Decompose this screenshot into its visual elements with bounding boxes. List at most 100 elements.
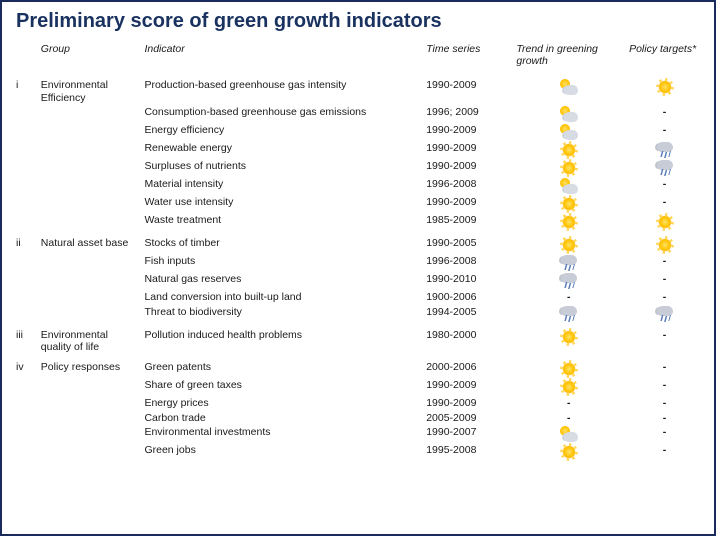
row-time: 1990-2007 <box>422 425 512 443</box>
table-row: Environmental investments1990-2007- <box>12 425 704 443</box>
row-num: iv <box>12 355 37 378</box>
dash-icon: - <box>663 397 667 409</box>
table-row: Renewable energy1990-2009 <box>12 141 704 159</box>
rain-icon <box>656 306 674 322</box>
table-body: iEnvironmental EfficiencyProduction-base… <box>12 73 704 461</box>
row-trend <box>512 123 625 141</box>
row-policy: - <box>625 195 704 213</box>
row-group <box>37 213 141 231</box>
row-policy <box>625 305 704 323</box>
row-group: Environmental Efficiency <box>37 73 141 105</box>
row-time: 1996-2008 <box>422 254 512 272</box>
dash-icon: - <box>663 106 667 118</box>
row-group <box>37 123 141 141</box>
sun-icon <box>560 142 578 158</box>
row-indicator: Material intensity <box>140 177 422 195</box>
row-group <box>37 177 141 195</box>
sun-icon <box>560 379 578 395</box>
sun-icon <box>560 214 578 230</box>
row-policy: - <box>625 411 704 426</box>
table-row: Natural gas reserves1990-2010- <box>12 272 704 290</box>
row-time: 1990-2009 <box>422 378 512 396</box>
row-indicator: Production-based greenhouse gas intensit… <box>140 73 422 105</box>
row-time: 1990-2010 <box>422 272 512 290</box>
sun-icon <box>560 237 578 253</box>
row-num <box>12 213 37 231</box>
row-group <box>37 425 141 443</box>
sun-icon <box>656 214 674 230</box>
row-trend <box>512 177 625 195</box>
row-time: 2005-2009 <box>422 411 512 426</box>
row-time: 1994-2005 <box>422 305 512 323</box>
indicators-table: Group Indicator Time series Trend in gre… <box>12 41 704 461</box>
row-trend <box>512 73 625 105</box>
row-num <box>12 123 37 141</box>
partly-cloudy-icon <box>560 79 578 95</box>
row-num <box>12 305 37 323</box>
dash-icon: - <box>663 124 667 136</box>
row-group: Environmental quality of life <box>37 323 141 355</box>
row-time: 1996; 2009 <box>422 105 512 123</box>
row-group <box>37 411 141 426</box>
row-group: Natural asset base <box>37 231 141 254</box>
row-policy: - <box>625 425 704 443</box>
row-trend <box>512 355 625 378</box>
row-num <box>12 159 37 177</box>
row-trend <box>512 141 625 159</box>
row-num <box>12 290 37 305</box>
dash-icon: - <box>567 397 571 409</box>
table-row: Threat to biodiversity1994-2005 <box>12 305 704 323</box>
table-row: Material intensity1996-2008 - <box>12 177 704 195</box>
rain-icon <box>560 273 578 289</box>
row-num <box>12 105 37 123</box>
row-num <box>12 411 37 426</box>
row-time: 1990-2009 <box>422 73 512 105</box>
row-trend <box>512 305 625 323</box>
row-trend <box>512 272 625 290</box>
sun-icon <box>656 79 674 95</box>
col-header-time: Time series <box>422 41 512 73</box>
dash-icon: - <box>663 273 667 285</box>
row-group <box>37 195 141 213</box>
table-row: Surpluses of nutrients1990-2009 <box>12 159 704 177</box>
row-indicator: Waste treatment <box>140 213 422 231</box>
row-group <box>37 443 141 461</box>
table-row: Energy prices1990-2009-- <box>12 396 704 411</box>
table-row: Carbon trade2005-2009-- <box>12 411 704 426</box>
dash-icon: - <box>663 178 667 190</box>
row-indicator: Share of green taxes <box>140 378 422 396</box>
row-trend <box>512 254 625 272</box>
dash-icon: - <box>663 291 667 303</box>
partly-cloudy-icon <box>560 124 578 140</box>
table-header-row: Group Indicator Time series Trend in gre… <box>12 41 704 73</box>
row-time: 1990-2005 <box>422 231 512 254</box>
col-header-group: Group <box>37 41 141 73</box>
row-policy: - <box>625 290 704 305</box>
row-group <box>37 159 141 177</box>
table-row: Energy efficiency1990-2009- <box>12 123 704 141</box>
table-row: ivPolicy responsesGreen patents2000-2006… <box>12 355 704 378</box>
row-num: ii <box>12 231 37 254</box>
row-num <box>12 425 37 443</box>
row-group <box>37 305 141 323</box>
col-header-indicator: Indicator <box>140 41 422 73</box>
row-policy <box>625 141 704 159</box>
row-policy: - <box>625 323 704 355</box>
row-num <box>12 443 37 461</box>
row-num <box>12 396 37 411</box>
table-row: iEnvironmental EfficiencyProduction-base… <box>12 73 704 105</box>
row-trend <box>512 213 625 231</box>
row-indicator: Green jobs <box>140 443 422 461</box>
row-time: 1996-2008 <box>422 177 512 195</box>
table-row: Waste treatment1985-2009 <box>12 213 704 231</box>
row-time: 1980-2000 <box>422 323 512 355</box>
table-row: Water use intensity1990-2009- <box>12 195 704 213</box>
row-policy <box>625 159 704 177</box>
row-indicator: Renewable energy <box>140 141 422 159</box>
dash-icon: - <box>663 361 667 373</box>
row-num <box>12 254 37 272</box>
row-trend <box>512 425 625 443</box>
row-indicator: Consumption-based greenhouse gas emissio… <box>140 105 422 123</box>
dash-icon: - <box>663 196 667 208</box>
row-trend <box>512 105 625 123</box>
